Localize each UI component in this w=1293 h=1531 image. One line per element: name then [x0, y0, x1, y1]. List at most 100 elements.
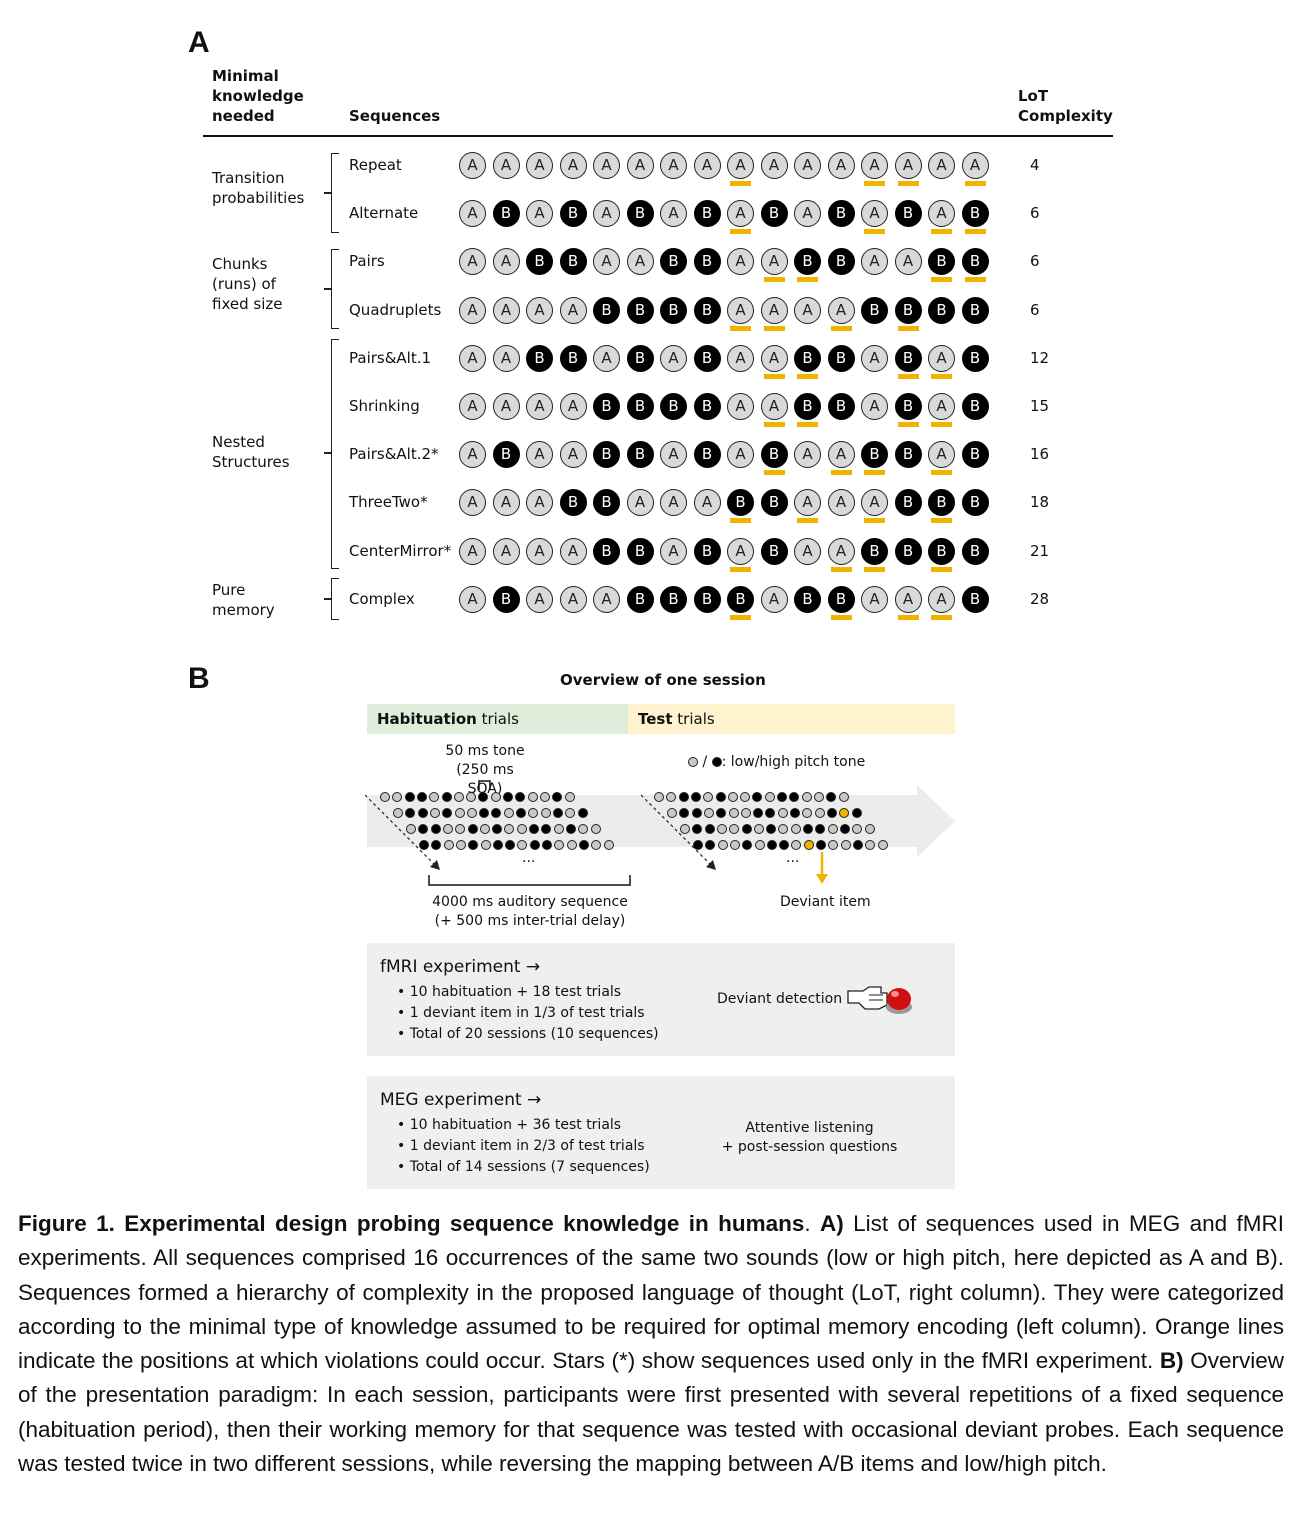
- category-chunks: Chunks (runs) of fixed size: [212, 254, 282, 314]
- sequence-item-A: A: [459, 296, 486, 324]
- high-pitch-tone-dot: [430, 824, 441, 834]
- lot-complexity-value: 15: [1030, 397, 1050, 415]
- header-line: needed: [212, 107, 275, 125]
- deviant-position-marker: [897, 614, 919, 620]
- sequence-item-A: A: [894, 585, 922, 613]
- high-pitch-tone-dot: [529, 824, 539, 834]
- high-pitch-tone-dot: [851, 808, 862, 818]
- low-pitch-tone-dot: [455, 840, 466, 850]
- high-pitch-tone-dot: [516, 808, 526, 818]
- deviant-position-marker: [797, 277, 818, 283]
- bullet-item: • 1 deviant item in 2/3 of test trials: [397, 1138, 645, 1154]
- bracket-nested: [331, 339, 339, 569]
- sequence-item-B: B: [593, 489, 620, 517]
- deviant-position-marker: [763, 277, 785, 283]
- sequence-item-B: B: [559, 344, 587, 372]
- low-pitch-tone-dot: [840, 840, 851, 850]
- high-pitch-tone-dot: [691, 808, 702, 818]
- sequence-item-A: A: [660, 489, 687, 517]
- panel-a-letter: A: [188, 26, 210, 59]
- sequence-item-A: A: [760, 585, 788, 613]
- sequence-item-B: B: [961, 248, 989, 276]
- low-pitch-tone-dot: [703, 808, 714, 818]
- sequence-item-B: B: [861, 441, 888, 469]
- deviant-position-marker: [730, 518, 751, 524]
- lot-complexity-value: 6: [1030, 252, 1040, 271]
- sequence-name: Quadruplets: [349, 300, 442, 319]
- low-pitch-tone-dot: [393, 808, 403, 818]
- deviant-position-marker: [864, 229, 885, 235]
- high-pitch-tone-dot: [552, 792, 563, 802]
- sequence-item-A: A: [727, 200, 754, 228]
- header-minimal-knowledge: Minimal knowledge needed: [212, 66, 304, 126]
- high-pitch-tone-dot: [777, 792, 787, 802]
- deviant-position-marker: [897, 325, 919, 331]
- high-pitch-tone-dot: [766, 824, 777, 834]
- high-pitch-tone-dot: [515, 792, 526, 802]
- category-transition: Transition probabilities: [212, 168, 304, 208]
- deviant-position-marker: [931, 470, 952, 476]
- high-pitch-tone-dot: [419, 840, 429, 850]
- test-suffix: trials: [672, 710, 715, 728]
- bracket-chunks: [331, 249, 339, 329]
- sequence-item-A: A: [760, 344, 788, 372]
- sequence-item-B: B: [961, 585, 989, 613]
- low-pitch-tone-dot: [716, 824, 727, 834]
- low-pitch-tone-dot: [466, 792, 477, 802]
- sequence-duration-bracket: [428, 875, 631, 886]
- high-pitch-dot-icon: [711, 757, 722, 767]
- sequence-item-B: B: [894, 296, 922, 324]
- header-line: Minimal: [212, 67, 279, 85]
- sequence-item-B: B: [660, 296, 687, 324]
- sequence-item-A: A: [593, 152, 620, 179]
- sequence-item-A: A: [526, 537, 553, 565]
- sequence-item-B: B: [928, 248, 955, 276]
- high-pitch-tone-dot: [815, 824, 826, 834]
- high-pitch-tone-dot: [692, 824, 703, 834]
- sequence-item-B: B: [894, 344, 922, 372]
- deviant-position-marker: [797, 422, 818, 427]
- low-pitch-tone-dot: [791, 840, 802, 850]
- sequence-item-B: B: [593, 296, 620, 324]
- deviant-arrow-icon: [816, 852, 828, 884]
- high-pitch-tone-dot: [541, 824, 552, 834]
- deviant-item-label: Deviant item: [780, 894, 871, 910]
- sequence-item-A: A: [492, 393, 520, 420]
- sequence-item-A: A: [928, 152, 955, 179]
- deviant-position-marker: [897, 422, 919, 427]
- low-pitch-tone-dot: [603, 840, 614, 850]
- button-press-icon: [847, 986, 912, 1014]
- sequence-item-A: A: [559, 441, 587, 469]
- tone-label: 50 ms tone (250 ms SOA): [440, 742, 530, 799]
- deviant-position-marker: [931, 277, 952, 283]
- low-pitch-tone-dot: [801, 792, 812, 802]
- sequence-item-A: A: [559, 152, 587, 179]
- sequence-item-B: B: [827, 344, 855, 372]
- high-pitch-tone-dot: [816, 840, 826, 850]
- deviant-position-marker: [931, 229, 952, 235]
- sequence-item-B: B: [760, 441, 788, 469]
- caption-text: Overview of the presentation paradigm: I…: [18, 1348, 1284, 1477]
- category-line: Pure: [212, 581, 246, 599]
- high-pitch-tone-dot: [468, 840, 479, 850]
- sequence-item-B: B: [693, 393, 721, 420]
- high-pitch-tone-dot: [826, 792, 837, 802]
- high-pitch-tone-dot: [479, 808, 490, 818]
- deviant-position-marker: [763, 470, 785, 476]
- sequence-item-B: B: [626, 441, 654, 469]
- sequence-item-A: A: [660, 344, 687, 372]
- sequence-item-A: A: [794, 489, 821, 517]
- high-pitch-tone-dot: [752, 792, 763, 802]
- deviant-position-marker: [730, 181, 751, 186]
- test-header: Test trials: [628, 704, 955, 734]
- bullet-item: • 1 deviant item in 1/3 of test trials: [397, 1005, 645, 1021]
- low-pitch-tone-dot: [727, 792, 738, 802]
- caption-text: .: [804, 1211, 821, 1236]
- high-pitch-tone-dot: [441, 792, 452, 802]
- sequence-item-B: B: [894, 200, 922, 228]
- session-overview-title: Overview of one session: [560, 671, 766, 689]
- high-pitch-tone-dot: [679, 808, 690, 818]
- sequence-name: Repeat: [349, 156, 402, 174]
- sequence-item-A: A: [727, 537, 754, 565]
- sequence-item-A: A: [660, 200, 687, 228]
